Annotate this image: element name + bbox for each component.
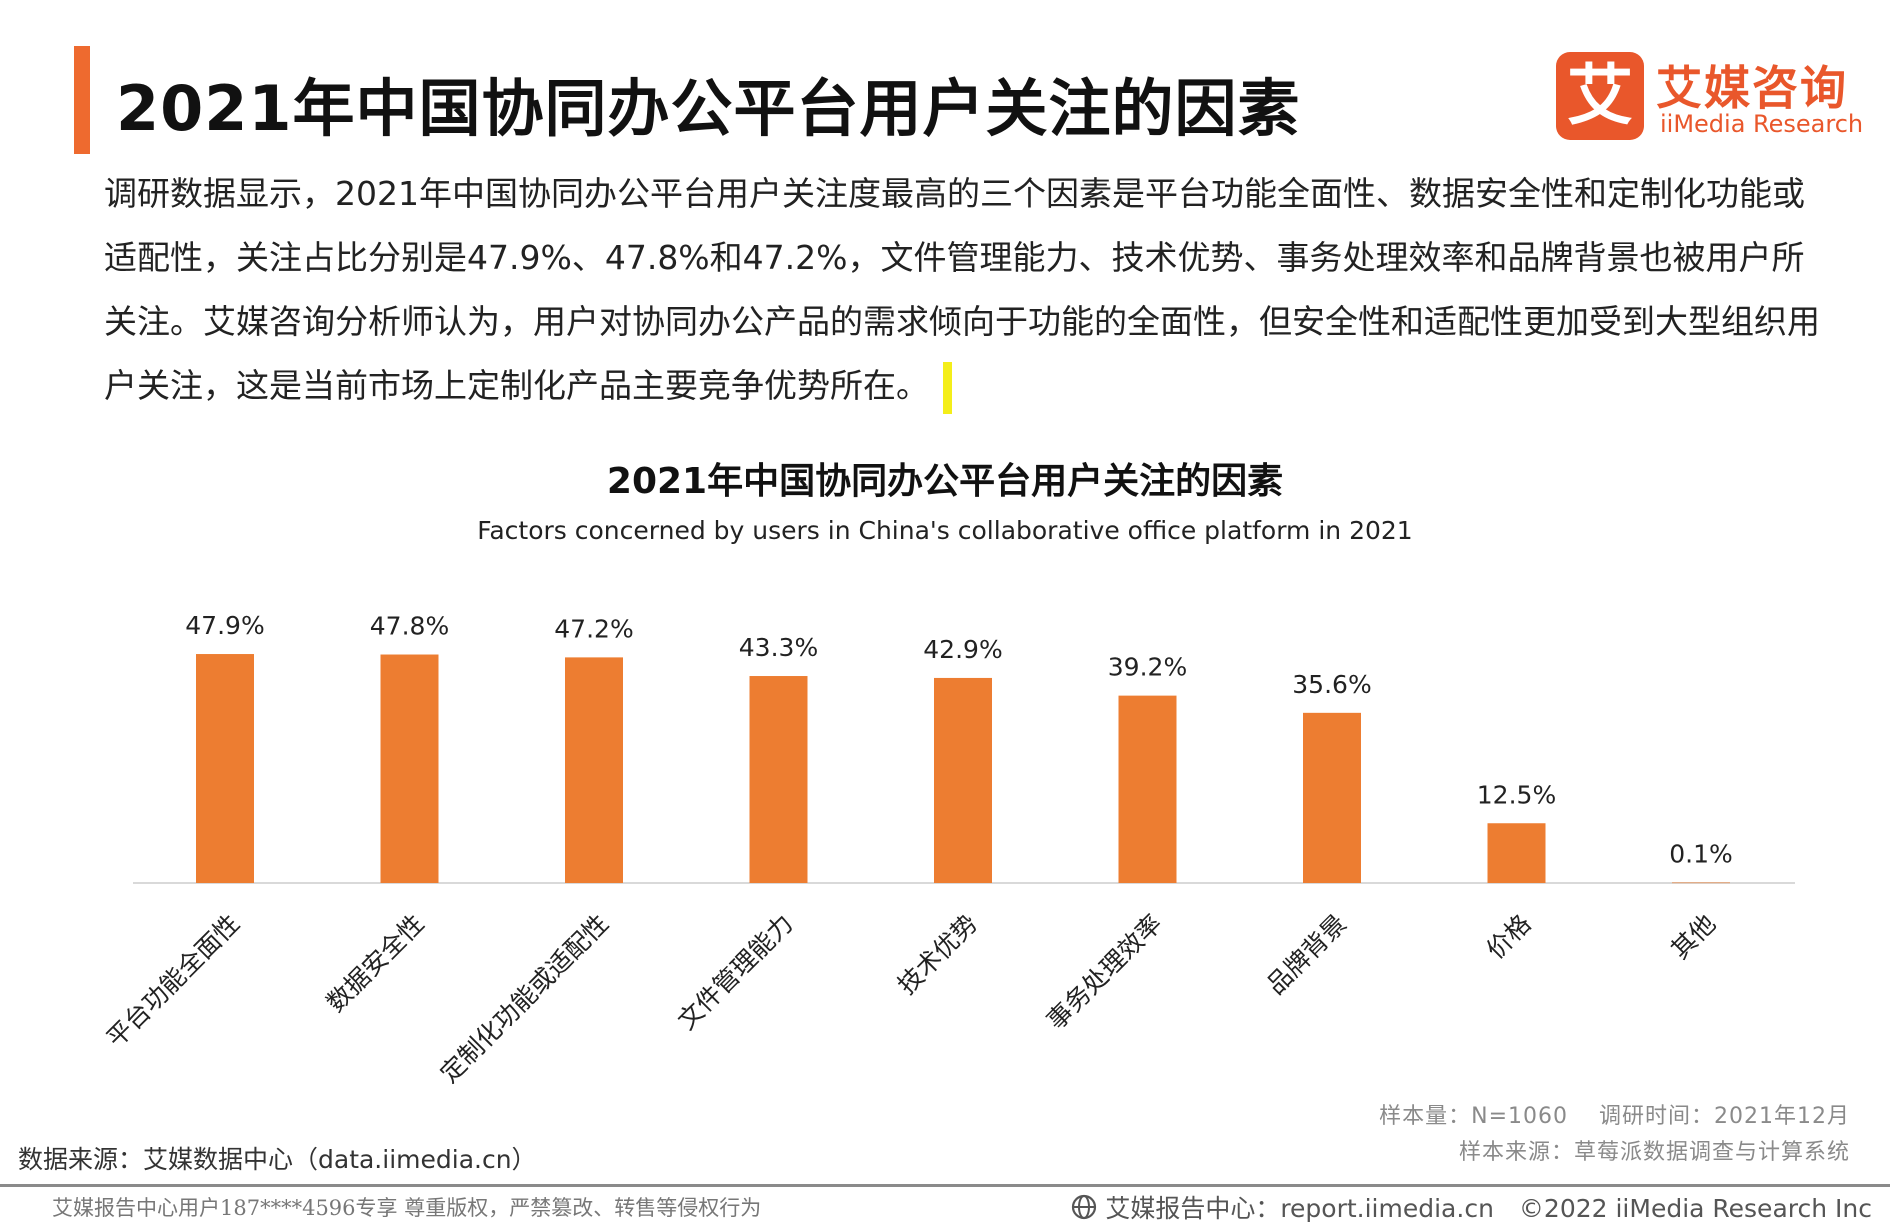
bar: [749, 676, 808, 883]
text-highlight-marker: [943, 361, 952, 414]
bar: [565, 657, 623, 883]
category-label: 平台功能全面性: [101, 909, 245, 1053]
bar: [1118, 695, 1177, 883]
bar-value-label: 42.9%: [923, 635, 1002, 664]
bar: [1487, 823, 1546, 883]
intro-text: 调研数据显示，2021年中国协同办公平台用户关注度最高的三个因素是平台功能全面性…: [104, 174, 1820, 405]
bar-value-label: 47.2%: [554, 614, 633, 643]
title-accent-bar: [74, 46, 90, 154]
chart-subtitle: Factors concerned by users in China's co…: [477, 516, 1413, 545]
footer-divider: [0, 1184, 1890, 1187]
bar-value-label: 43.3%: [739, 633, 818, 662]
bar: [1672, 882, 1730, 884]
footer-report-text: 艾媒报告中心：report.iimedia.cn ©2022 iiMedia R…: [1105, 1194, 1872, 1223]
bar-value-label: 35.6%: [1292, 670, 1371, 699]
footer-copyright-note: 艾媒报告中心用户187****4596专享 尊重版权，严禁篡改、转售等侵权行为: [52, 1196, 762, 1220]
bar-value-label: 47.9%: [185, 611, 264, 640]
logo-mark: 艾: [1556, 52, 1644, 140]
category-label: 品牌背景: [1261, 909, 1352, 1000]
intro-paragraph: 调研数据显示，2021年中国协同办公平台用户关注度最高的三个因素是平台功能全面性…: [104, 162, 1824, 418]
logo-name-cn: 艾媒咨询: [1656, 61, 1848, 115]
footer-report-center: 艾媒报告中心：report.iimedia.cn ©2022 iiMedia R…: [1071, 1189, 1872, 1225]
logo-glyph: 艾: [1567, 57, 1633, 134]
category-label: 技术优势: [892, 909, 983, 1000]
bar: [934, 677, 992, 883]
category-label: 文件管理能力: [672, 909, 799, 1036]
data-source: 数据来源：艾媒数据中心（data.iimedia.cn）: [18, 1145, 537, 1174]
category-label: 价格: [1481, 909, 1537, 965]
category-label: 数据安全性: [321, 909, 430, 1018]
logo-name-en: iiMedia Research: [1660, 110, 1864, 138]
bar-value-label: 47.8%: [370, 612, 449, 641]
bar: [1303, 712, 1361, 883]
brand-logo: 艾 艾媒咨询 iiMedia Research: [1556, 52, 1866, 142]
bar: [380, 654, 439, 883]
category-label: 事务处理效率: [1041, 909, 1168, 1036]
sample-size-note: 样本量：N=1060 调研时间：2021年12月: [1379, 1104, 1850, 1129]
bar: [196, 654, 254, 883]
category-label: 其他: [1665, 909, 1721, 965]
bar-value-label: 0.1%: [1669, 840, 1733, 869]
globe-icon: [1072, 1194, 1097, 1220]
bar-value-label: 39.2%: [1108, 653, 1187, 682]
page-title: 2021年中国协同办公平台用户关注的因素: [116, 72, 1301, 145]
bar-value-label: 12.5%: [1477, 780, 1556, 809]
sample-source-note: 样本来源：草莓派数据调查与计算系统: [1458, 1140, 1850, 1165]
chart-title: 2021年中国协同办公平台用户关注的因素: [606, 461, 1284, 502]
category-label: 定制化功能或适配性: [435, 909, 615, 1089]
